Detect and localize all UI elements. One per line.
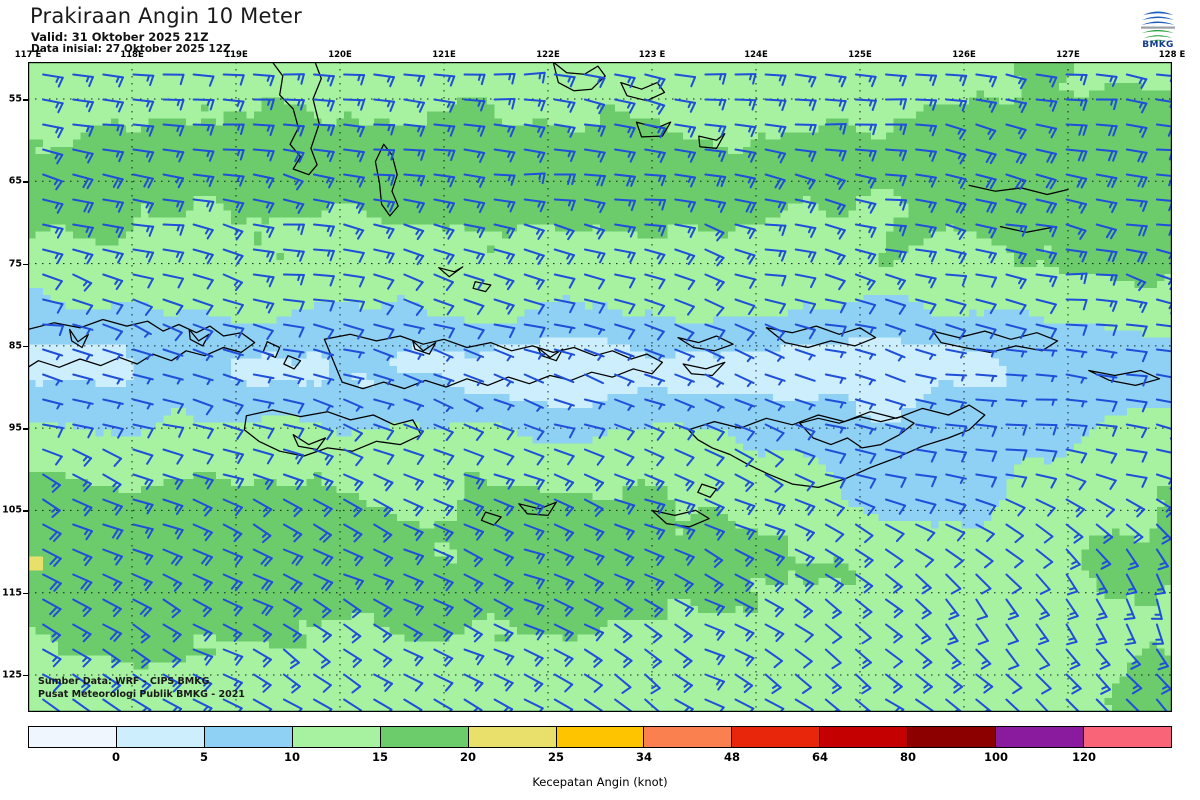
lat-tick-label: 75 [8, 258, 22, 270]
colorbar-segment [820, 727, 909, 747]
lat-tick-mark [23, 181, 29, 183]
colorbar-segment [644, 727, 733, 747]
lon-tick-label: 124E [744, 50, 768, 60]
colorbar-segment [556, 727, 645, 747]
colorbar-tick-label: 0 [111, 750, 121, 764]
lon-tick-label: 118E [120, 50, 144, 60]
valid-time-label: Valid: 31 Oktober 2025 21Z [31, 30, 209, 44]
lat-tick-label: 95 [8, 422, 22, 434]
colorbar-tick-label: 48 [723, 750, 741, 764]
lon-tick-label: 127E [1056, 50, 1080, 60]
lon-tick-label: 123 E [638, 50, 666, 60]
colorbar-segment [908, 727, 997, 747]
lat-tick-mark [23, 428, 29, 430]
colorbar-segment [732, 727, 821, 747]
colorbar[interactable] [28, 726, 1172, 748]
lat-tick-mark [23, 345, 29, 348]
colorbar-tick-label: 5 [199, 750, 209, 764]
page-title: Prakiraan Angin 10 Meter [30, 4, 302, 28]
lon-tick-label: 126E [952, 50, 976, 60]
colorbar-tick-label: 120 [1071, 750, 1097, 764]
colorbar-segment [204, 727, 293, 747]
colorbar-tick-label: 10 [283, 750, 301, 764]
lat-tick-mark [23, 263, 29, 266]
wind-map-canvas[interactable] [28, 62, 1172, 712]
colorbar-segment [996, 727, 1085, 747]
lon-tick-label: 128 E [1158, 50, 1186, 60]
lat-tick-label: 55 [8, 93, 22, 105]
colorbar-caption: Kecepatan Angin (knot) [532, 775, 668, 789]
bmkg-logo-label: BMKG [1142, 40, 1174, 50]
coastline-layer [28, 62, 1161, 528]
lon-tick-label: 117 E [14, 50, 42, 60]
wind-map[interactable] [28, 62, 1172, 712]
colorbar-tick-label: 25 [547, 750, 565, 764]
lat-tick-label: 105 [2, 504, 22, 516]
lon-tick-label: 119E [224, 50, 248, 60]
lat-tick-label: 85 [8, 340, 22, 352]
init-time-label: Data inisial: 27 Oktober 2025 12Z [31, 43, 231, 55]
colorbar-segment [380, 727, 469, 747]
lon-tick-label: 120E [328, 50, 352, 60]
colorbar-tick-label: 34 [635, 750, 653, 764]
colorbar-segment [292, 727, 381, 747]
colorbar-segment [29, 727, 117, 747]
data-source-label: Sumber Data: WRF - CIPS BMKG [38, 676, 210, 687]
lat-tick-mark [23, 510, 29, 512]
lat-tick-label: 125 [2, 669, 22, 681]
colorbar-segment [468, 727, 557, 747]
wind-barb-layer [42, 71, 1172, 712]
lon-tick-label: 121E [432, 50, 456, 60]
lon-tick-label: 122E [536, 50, 560, 60]
colorbar-tick-label: 15 [371, 750, 389, 764]
speed-shading-layer [28, 62, 1172, 712]
lat-tick-label: 65 [8, 175, 22, 187]
lon-tick-label: 125E [848, 50, 872, 60]
lat-tick-label: 115 [2, 587, 22, 599]
colorbar-tick-label: 64 [811, 750, 829, 764]
colorbar-segment [1084, 727, 1171, 747]
colorbar-segment [116, 727, 205, 747]
colorbar-tick-label: 80 [899, 750, 917, 764]
lat-tick-mark [23, 674, 29, 677]
bmkg-logo-icon [1141, 6, 1175, 42]
colorbar-tick-label: 20 [459, 750, 477, 764]
lat-tick-mark [23, 592, 29, 595]
lat-tick-mark [23, 99, 29, 101]
colorbar-tick-label: 100 [983, 750, 1009, 764]
publisher-label: Pusat Meteorologi Publik BMKG - 2021 [38, 689, 245, 700]
